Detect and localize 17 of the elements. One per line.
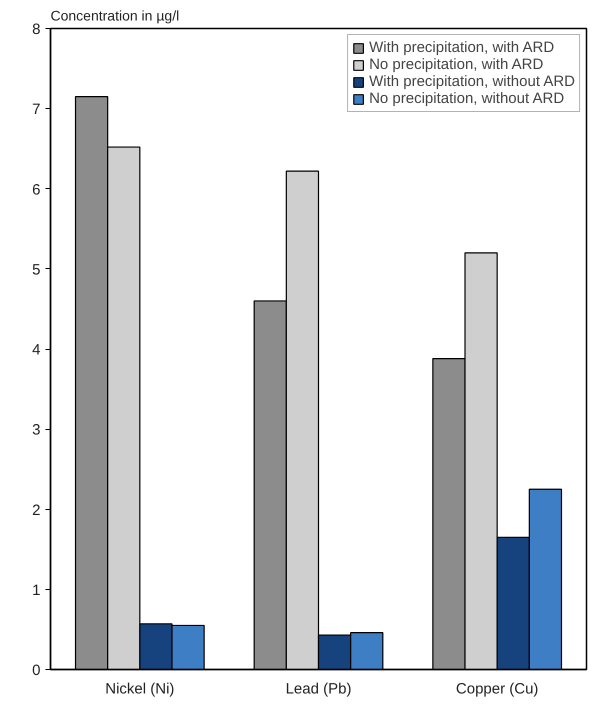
x-tick-label: Nickel (Ni) xyxy=(105,680,174,698)
y-axis-title: Concentration in µg/l xyxy=(50,8,180,24)
y-tick-label: 3 xyxy=(32,422,40,439)
y-tick-label: 2 xyxy=(32,502,40,519)
x-tick-label: Lead (Pb) xyxy=(286,680,352,698)
y-tick-label: 8 xyxy=(32,21,40,38)
y-tick-label: 1 xyxy=(32,582,40,599)
y-tick-label: 4 xyxy=(32,342,40,358)
legend-label: With precipitation, without ARD xyxy=(369,73,575,90)
legend-label: No precipitation, without ARD xyxy=(369,90,564,107)
legend-label: No precipitation, with ARD xyxy=(369,56,544,73)
y-tick-label: 7 xyxy=(32,101,40,118)
legend-label: With precipitation, with ARD xyxy=(369,39,554,56)
y-tick-label: 6 xyxy=(32,181,40,198)
x-tick-label: Copper (Cu) xyxy=(456,680,538,698)
y-tick-label: 5 xyxy=(32,261,40,278)
y-tick-label: 0 xyxy=(32,662,40,679)
